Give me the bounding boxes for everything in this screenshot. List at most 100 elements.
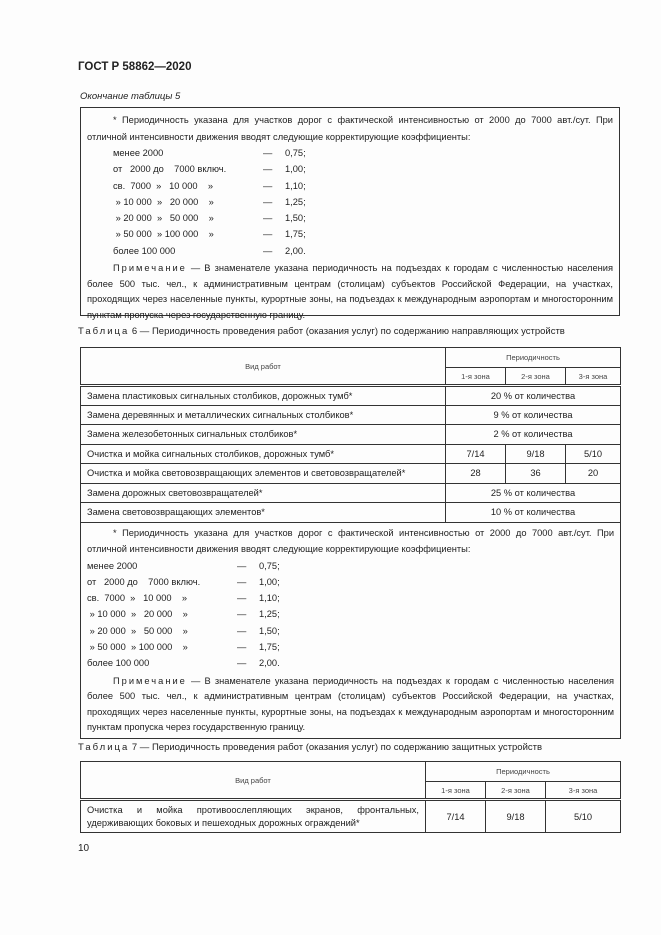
period-value: 2 % от количества [444, 424, 622, 445]
table-row: Замена деревянных и металлических сигнал… [80, 404, 622, 425]
table-row: Очистка и мойка сигнальных столбиков, до… [80, 443, 622, 464]
coefficient-dash: — [237, 658, 247, 669]
coefficient-value: 2,00. [285, 245, 306, 256]
table-row: Замена световозвращающих элементов* 10 % … [80, 502, 622, 523]
coefficient-value: 0,75; [259, 560, 280, 571]
caption-text: 6 — Периодичность проведения работ (оказ… [129, 326, 565, 337]
coefficient-value: 1,25; [259, 609, 280, 620]
coefficient-value: 1,75; [259, 641, 280, 652]
work-cell: Очистка и мойка световозвращающих элемен… [80, 463, 446, 484]
coefficient-dash: — [237, 593, 247, 604]
table5-footnote: * Периодичность указана для участков дор… [80, 107, 620, 320]
table-row: Очистка и мойка противоослепляющих экран… [80, 799, 622, 833]
work-cell: Замена пластиковых сигнальных столбиков,… [80, 385, 446, 406]
coefficient-row: св. 7000 » 10 000 » — 1,10; [113, 178, 613, 194]
table7: Вид работ Периодичность 1-я зона 2-я зона 3… [80, 761, 622, 833]
zone-value: 5/10 [544, 799, 622, 833]
coefficient-value: 1,10; [259, 593, 280, 604]
table-row: Замена железобетонных сигнальных столбик… [80, 424, 622, 445]
work-cell: Очистка и мойка противоослепляющих экран… [80, 799, 426, 833]
zone-value: 5/10 [564, 443, 622, 464]
coefficient-range: от 2000 до 7000 включ. [87, 576, 201, 587]
coefficient-range: » 20 000 » 50 000 » [113, 213, 214, 224]
document-header: ГОСТ Р 58862—2020 [78, 61, 192, 73]
coefficient-dash: — [237, 625, 247, 636]
coefficient-dash: — [237, 560, 247, 571]
work-cell: Замена железобетонных сигнальных столбик… [80, 424, 446, 445]
coefficient-dash: — [263, 180, 273, 191]
coefficient-value: 1,75; [285, 229, 306, 240]
coefficient-row: » 10 000 » 20 000 » — 1,25; [113, 194, 613, 210]
coefficient-value: 1,00; [259, 576, 280, 587]
period-value: 10 % от количества [444, 502, 622, 523]
table6-caption: Таблица 6 — Периодичность проведения раб… [78, 326, 565, 337]
work-cell: Замена дорожных световозвращателей* [80, 482, 446, 503]
note-text: — В знаменателе указана периодичность на… [87, 675, 615, 733]
table-label: Таблица [78, 742, 130, 753]
coefficient-range: » 20 000 » 50 000 » [87, 625, 188, 636]
col-work-header: Вид работ [80, 761, 426, 801]
zone-header: 2-я зона [485, 781, 546, 801]
coefficient-row: » 20 000 » 50 000 » — 1,50; [113, 210, 613, 226]
coefficient-range: св. 7000 » 10 000 » [87, 593, 188, 604]
coefficient-range: » 10 000 » 20 000 » [87, 609, 188, 620]
period-value: 9 % от количества [444, 404, 622, 425]
coefficient-range: » 10 000 » 20 000 » [113, 196, 214, 207]
coefficient-dash: — [263, 245, 273, 256]
zone-value: 28 [445, 463, 506, 484]
footnote-text: * Периодичность указана для участков дор… [87, 527, 615, 555]
table-label: Таблица [78, 326, 130, 337]
coefficient-value: 1,10; [285, 180, 306, 191]
col-period-header: Периодичность [444, 347, 622, 368]
footnote-note: Примечание — В знаменателе указана перио… [87, 261, 613, 323]
zone-header: 1-я зона [425, 781, 486, 801]
coefficient-dash: — [263, 196, 273, 207]
zone-value: 7/14 [425, 799, 486, 833]
coefficient-list: менее 2000 — 0,75; от 2000 до 7000 включ. — 1… [113, 145, 613, 259]
coefficient-range: менее 2000 [113, 148, 164, 158]
coefficient-value: 1,50; [259, 625, 280, 636]
coefficient-list: менее 2000 — 0,75; от 2000 до 7000 включ. — 1… [87, 558, 614, 672]
coefficient-row: от 2000 до 7000 включ. — 1,00; [113, 161, 613, 177]
coefficient-dash: — [237, 609, 247, 620]
period-value: 25 % от количества [444, 482, 622, 503]
col-period-header: Периодичность [424, 761, 622, 782]
coefficient-row: св. 7000 » 10 000 » — 1,10; [87, 590, 614, 606]
table-continuation-label: Окончание таблицы 5 [80, 91, 181, 102]
zone-value: 9/18 [505, 443, 566, 464]
coefficient-dash: — [263, 164, 273, 175]
coefficient-value: 1,25; [285, 196, 306, 207]
coefficient-row: менее 2000 — 0,75; [113, 145, 613, 161]
table-row: Замена дорожных световозвращателей* 25 % … [80, 482, 622, 503]
page-number: 10 [78, 843, 90, 854]
zone-header: 2-я зона [505, 367, 566, 387]
work-cell: Замена деревянных и металлических сигнал… [80, 404, 446, 425]
coefficient-row: более 100 000 — 2,00. [87, 655, 614, 671]
table7-caption: Таблица 7 — Периодичность проведения раб… [78, 742, 542, 753]
note-label: Примечание [113, 263, 187, 274]
coefficient-value: 0,75; [285, 148, 306, 158]
table6-footnote: * Периодичность указана для участков дор… [79, 521, 622, 739]
coefficient-dash: — [237, 641, 247, 652]
coefficient-range: » 50 000 » 100 000 » [113, 229, 214, 240]
coefficient-value: 1,50; [285, 213, 306, 224]
coefficient-row: более 100 000 — 2,00. [113, 243, 613, 259]
coefficient-range: более 100 000 [113, 245, 176, 256]
zone-value: 36 [505, 463, 566, 484]
col-work-header: Вид работ [80, 347, 446, 387]
coefficient-value: 1,00; [285, 164, 306, 175]
period-value: 20 % от количества [444, 385, 622, 406]
zone-header: 3-я зона [564, 367, 622, 387]
coefficient-row: » 10 000 » 20 000 » — 1,25; [87, 606, 614, 622]
zone-header: 3-я зона [544, 781, 622, 801]
zone-value: 20 [564, 463, 622, 484]
table-row: Замена пластиковых сигнальных столбиков,… [80, 385, 622, 406]
coefficient-range: от 2000 до 7000 включ. [113, 164, 227, 175]
zone-header: 1-я зона [445, 367, 506, 387]
caption-text: 7 — Периодичность проведения работ (оказ… [129, 742, 543, 753]
zone-value: 7/14 [445, 443, 506, 464]
table-row: Очистка и мойка световозвращающих элемен… [80, 463, 622, 484]
footnote-text: * Периодичность указана для участков дор… [87, 115, 613, 142]
coefficient-row: » 50 000 » 100 000 » — 1,75; [113, 226, 613, 242]
